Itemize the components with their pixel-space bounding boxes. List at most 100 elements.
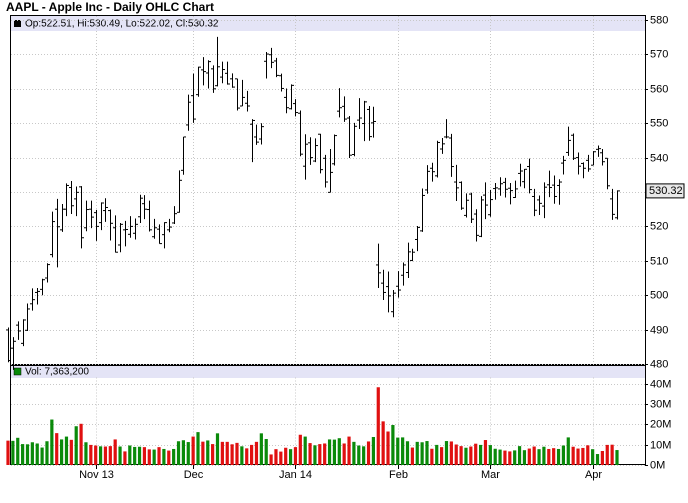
volume-bar: [191, 436, 195, 465]
volume-bar: [176, 441, 181, 465]
volume-bar: [284, 447, 288, 465]
price-header: [11, 16, 645, 31]
volume-bar: [172, 448, 176, 465]
volume-bar: [405, 441, 410, 465]
volume-bar: [55, 433, 59, 465]
volume-bar: [128, 445, 132, 465]
volume-bar: [566, 437, 570, 465]
price-info: Op:522.51, Hi:530.49, Lo:522.02, Cl:530.…: [25, 19, 219, 30]
volume-bar: [79, 423, 83, 465]
volume-bar: [220, 441, 224, 465]
x-tick-label: Mar: [481, 469, 500, 481]
volume-bar: [84, 442, 88, 465]
volume-bar: [357, 445, 361, 465]
volume-bar: [464, 447, 468, 465]
y-tick-label: 40M: [650, 378, 671, 390]
volume-bar: [415, 441, 419, 465]
volume-bar: [542, 446, 546, 465]
volume-header: [11, 366, 645, 378]
volume-bar: [25, 444, 30, 465]
volume-bar: [522, 450, 527, 465]
volume-bar: [362, 446, 366, 465]
volume-bar: [293, 447, 298, 465]
volume-bar: [503, 450, 507, 465]
y-tick-label: 480: [650, 358, 668, 370]
volume-bar: [591, 449, 595, 465]
volume-bar: [6, 440, 10, 465]
volume-bar: [69, 439, 73, 465]
volume-bar: [167, 450, 171, 465]
volume-bar: [444, 441, 449, 465]
volume-bar: [469, 446, 473, 465]
volume-bar: [459, 446, 463, 465]
volume-bar: [420, 442, 424, 465]
volume-bar: [21, 444, 25, 465]
volume-bar: [498, 449, 502, 465]
volume-bar: [245, 448, 249, 465]
volume-bar: [347, 436, 351, 465]
volume-bar: [352, 441, 356, 465]
volume-bar: [108, 446, 112, 465]
volume-bar: [435, 444, 439, 465]
volume-bar: [259, 433, 263, 465]
volume-bar: [147, 449, 151, 465]
y-tick-label: 0M: [650, 459, 665, 471]
volume-bar: [366, 441, 371, 465]
y-tick-label: 540: [650, 152, 668, 164]
volume-bar: [94, 445, 98, 465]
price-panel: [10, 15, 646, 365]
volume-bar: [201, 441, 205, 465]
volume-bar: [605, 444, 609, 465]
x-tick-label: Feb: [389, 469, 408, 481]
volume-bar: [532, 446, 536, 465]
volume-bar: [254, 441, 259, 465]
volume-bar: [454, 444, 458, 465]
volume-bar: [561, 445, 566, 465]
volume-bar: [474, 443, 478, 465]
volume-bar: [137, 446, 142, 465]
volume-bar: [89, 444, 93, 465]
volume-bar: [225, 441, 229, 465]
x-tick-label: Dec: [184, 469, 204, 481]
volume-bar: [527, 448, 531, 465]
volume-bar: [264, 439, 268, 465]
volume-bar: [196, 432, 200, 465]
volume-bar: [269, 454, 273, 465]
volume-bar: [396, 437, 400, 465]
volume-bar: [508, 451, 512, 465]
volume-bar: [133, 446, 137, 465]
volume-bar: [215, 433, 220, 465]
volume-bar: [118, 446, 122, 465]
volume-bar: [332, 439, 337, 465]
y-tick-label: 550: [650, 117, 668, 129]
volume-bar: [571, 446, 575, 465]
volume-bar: [483, 440, 488, 465]
volume-bar: [40, 447, 44, 465]
volume-info: Vol: 7,363,200: [25, 367, 89, 378]
volume-bar: [303, 436, 307, 465]
volume-bar: [16, 437, 20, 465]
volume-bar: [123, 451, 127, 465]
volume-bar: [478, 444, 483, 465]
volume-bar: [513, 450, 517, 465]
volume-bar: [235, 442, 239, 465]
volume-bar: [337, 438, 341, 465]
y-tick-label: 510: [650, 255, 668, 267]
volume-bar: [615, 450, 619, 465]
volume-bar: [274, 449, 278, 465]
volume-bar: [30, 442, 34, 465]
volume-bar: [401, 437, 405, 465]
y-tick-label: 30M: [650, 398, 671, 410]
volume-bar: [279, 451, 283, 465]
volume-bar: [425, 441, 429, 465]
volume-bar: [381, 421, 385, 465]
last-price-label: 530.32: [649, 185, 683, 197]
volume-bar: [113, 439, 117, 465]
volume-bar: [493, 448, 497, 465]
volume-bar: [376, 387, 380, 465]
volume-legend-swatch: [13, 367, 22, 376]
x-tick-label: Apr: [585, 469, 602, 481]
volume-bar: [142, 447, 147, 465]
volume-bar: [391, 425, 395, 465]
